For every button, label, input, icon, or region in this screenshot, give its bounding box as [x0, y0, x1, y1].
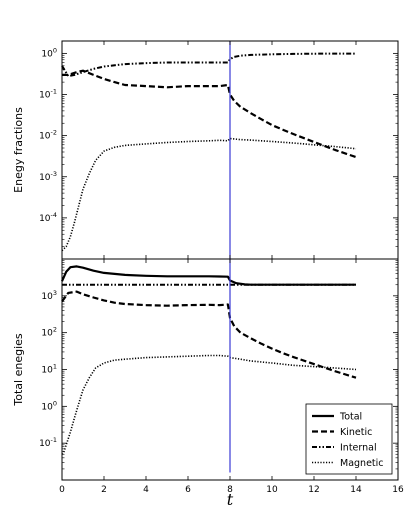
x-tick-label: 4 [143, 485, 149, 495]
top-series-dotted-line [61, 137, 357, 252]
bottom-panel: 0 2 4 6 8 10 12 14 16 103 102 101 100 10-1 Total eneg… [12, 258, 404, 509]
x-tick-label: 14 [350, 485, 362, 495]
x-tick-label: 10 [266, 485, 278, 495]
top-y-axis-label: Enegy fractions [12, 107, 25, 193]
top-ticks-group: 100 10-1 10-2 10-3 10-4 [39, 40, 399, 259]
bottom-y-axis-label: Total enegies [12, 333, 25, 406]
bot-y-tick-label: 101 [41, 363, 57, 376]
top-y-tick-label: 10-4 [39, 211, 57, 224]
legend-label: Internal [340, 443, 377, 454]
legend-label: Magnetic [340, 458, 384, 469]
x-tick-label: 6 [185, 485, 191, 495]
x-tick-label: 2 [101, 485, 107, 495]
legend-label: Total [339, 412, 362, 423]
top-y-tick-label: 10-2 [39, 129, 57, 142]
bot-series-dashed-line [61, 290, 357, 379]
x-tick-label: 12 [308, 485, 319, 495]
legend: Total Kinetic Internal Magnetic [305, 403, 393, 475]
top-panel: 100 10-1 10-2 10-3 10-4 Enegy fractions [12, 40, 399, 260]
top-series-dashed-line [62, 69, 357, 159]
top-series-group [61, 52, 357, 252]
x-tick-label: 8 [227, 485, 233, 495]
x-tick-label: 16 [392, 485, 404, 495]
top-series-dashdot-line [61, 52, 356, 78]
x-axis-label: t [227, 490, 234, 509]
bot-series-solid-line [60, 265, 356, 286]
bot-series-dotted-line [61, 354, 357, 455]
top-y-tick-label: 10-3 [39, 170, 57, 183]
x-tick-label: 0 [59, 485, 65, 495]
bot-y-tick-label: 100 [41, 399, 57, 412]
bottom-series-group [60, 265, 357, 455]
bottom-ticks-group: 0 2 4 6 8 10 12 14 16 103 102 101 100 10-1 [39, 259, 404, 495]
bot-y-tick-label: 102 [41, 326, 57, 339]
top-y-tick-label: 10-1 [39, 88, 57, 101]
legend-label: Kinetic [340, 427, 372, 438]
top-y-tick-label: 100 [41, 46, 57, 59]
bot-y-tick-label: 10-1 [39, 436, 57, 449]
bot-y-tick-label: 103 [41, 289, 57, 302]
